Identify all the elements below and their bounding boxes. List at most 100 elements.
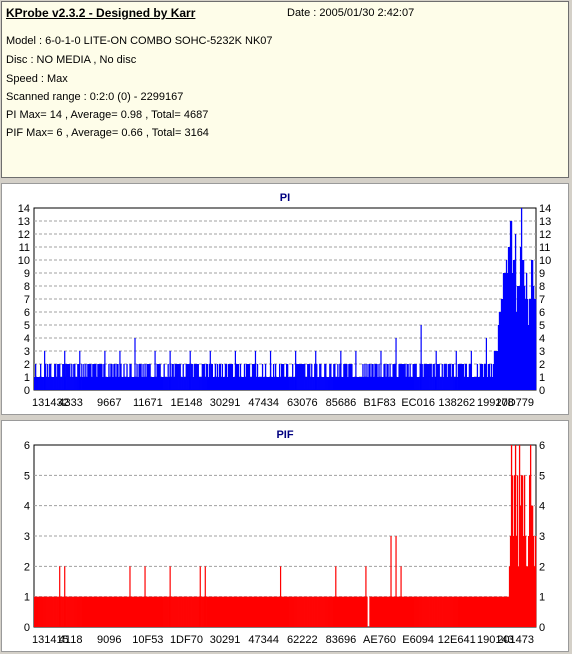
- bar: [122, 596, 124, 627]
- bar: [397, 377, 399, 390]
- bar: [87, 364, 89, 390]
- bar: [225, 364, 228, 390]
- bar: [273, 377, 276, 390]
- bar: [444, 364, 446, 390]
- bar: [303, 364, 305, 390]
- bar: [429, 364, 431, 390]
- bar: [257, 377, 260, 390]
- bar: [38, 596, 40, 627]
- spike-bar: [470, 351, 472, 390]
- y-tick-label-left: 0: [24, 385, 30, 397]
- bar: [210, 364, 212, 390]
- bar: [180, 596, 182, 627]
- bar: [265, 377, 268, 390]
- bar: [412, 364, 414, 390]
- bar: [512, 536, 515, 627]
- bar: [34, 596, 36, 627]
- bar: [258, 377, 261, 390]
- bar: [262, 596, 265, 627]
- bar: [447, 596, 449, 627]
- x-tick-label: 9667: [97, 397, 121, 409]
- bar: [94, 364, 96, 390]
- bar: [385, 596, 387, 627]
- bar: [328, 377, 330, 390]
- spike-bar: [104, 351, 106, 390]
- bar: [201, 596, 203, 627]
- bar: [389, 364, 391, 390]
- bar: [342, 596, 344, 627]
- bar: [371, 596, 373, 627]
- bar: [266, 377, 269, 390]
- bar: [128, 377, 130, 390]
- bar: [318, 596, 320, 627]
- bar: [467, 377, 470, 390]
- bar: [365, 377, 367, 390]
- bar: [106, 596, 108, 627]
- bar: [296, 364, 298, 390]
- bar: [423, 596, 425, 627]
- bar: [117, 596, 119, 627]
- y-tick-label-left: 7: [24, 294, 30, 306]
- bar: [484, 364, 487, 390]
- bar: [103, 596, 105, 627]
- bar: [475, 596, 478, 627]
- y-tick-label-right: 3: [539, 531, 545, 543]
- bar: [221, 596, 224, 627]
- bar: [338, 377, 340, 390]
- bar: [224, 596, 227, 627]
- bar: [80, 377, 82, 390]
- bar: [219, 364, 222, 390]
- bar: [99, 364, 101, 390]
- bar: [532, 536, 535, 627]
- bar: [461, 596, 463, 627]
- bar: [413, 596, 415, 627]
- bar: [463, 377, 466, 390]
- bar: [430, 596, 432, 627]
- bar: [167, 596, 169, 627]
- bar: [208, 596, 210, 627]
- bar: [167, 364, 169, 390]
- bar: [240, 596, 243, 627]
- x-tick-label: 4118: [59, 634, 83, 646]
- bar: [170, 377, 172, 390]
- bar: [172, 364, 174, 390]
- bar: [78, 596, 80, 627]
- bar: [76, 596, 78, 627]
- bar: [358, 596, 360, 627]
- bar: [339, 596, 341, 627]
- bar: [70, 596, 72, 627]
- bar: [221, 364, 224, 390]
- bar: [242, 377, 245, 390]
- bar: [522, 260, 525, 390]
- bar: [164, 596, 166, 627]
- bar: [105, 596, 107, 627]
- bar: [453, 596, 455, 627]
- bar: [186, 596, 188, 627]
- y-tick-label-right: 11: [539, 242, 550, 254]
- bar: [184, 596, 186, 627]
- bar: [91, 596, 93, 627]
- x-tick-label: 4333: [58, 397, 82, 409]
- bar: [349, 596, 351, 627]
- bar: [386, 596, 388, 627]
- bar: [162, 377, 164, 390]
- bar: [150, 377, 152, 390]
- bar: [360, 377, 362, 390]
- spike-bar: [144, 566, 146, 627]
- bar: [171, 596, 173, 627]
- bar: [194, 364, 196, 390]
- bar: [174, 596, 176, 627]
- bar: [247, 596, 250, 627]
- y-tick-label-right: 6: [539, 307, 545, 319]
- bar: [193, 596, 195, 627]
- bar: [223, 596, 226, 627]
- bar: [389, 596, 391, 627]
- bar: [245, 596, 248, 627]
- bar: [405, 377, 407, 390]
- bar: [156, 364, 158, 390]
- bar: [376, 364, 378, 390]
- bar: [271, 377, 274, 390]
- bar: [106, 377, 108, 390]
- bar: [264, 364, 267, 390]
- bar: [520, 475, 523, 627]
